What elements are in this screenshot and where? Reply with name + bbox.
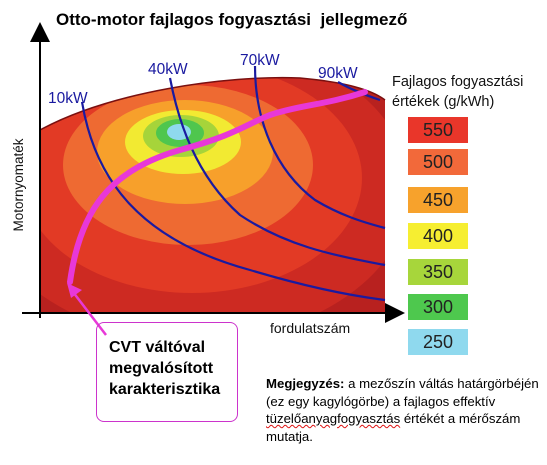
legend-title: Fajlagos fogyasztási értékek (g/kWh) xyxy=(392,74,524,110)
legend-swatch-500: 500 xyxy=(408,149,468,175)
note-body-1: a mezőszín váltás határgörbéjén (ez egy … xyxy=(266,376,539,409)
cvt-callout-line3: karakterisztika xyxy=(109,381,221,398)
label-10kw: 10kW xyxy=(48,90,88,107)
cvt-pointer-arrowhead xyxy=(67,283,82,298)
note-lead: Megjegyzés: xyxy=(266,376,345,391)
cvt-callout-box: CVT váltóval megvalósított karakteriszti… xyxy=(96,322,238,422)
note-body-2: tüzelőanyagfogyasztás xyxy=(266,411,401,426)
label-90kw: 90kW xyxy=(318,65,358,82)
x-axis-label: fordulatszám xyxy=(270,320,350,336)
note-text: Megjegyzés: a mezőszín váltás határgörbé… xyxy=(266,375,546,445)
legend-swatch-300: 300 xyxy=(408,294,468,320)
legend-swatch-400: 400 xyxy=(408,223,468,249)
power-curve-10kw xyxy=(80,101,386,302)
legend-swatch-350: 350 xyxy=(408,259,468,285)
diagram-title: Otto-motor fajlagos fogyasztási jellegme… xyxy=(56,10,408,29)
power-curve-70kw xyxy=(253,65,386,230)
cvt-callout-line1: CVT váltóval xyxy=(109,339,206,356)
legend-swatch-450: 450 xyxy=(408,187,468,213)
y-axis-label: Motornyomaték xyxy=(11,138,26,231)
cvt-curve xyxy=(67,89,368,285)
label-40kw: 40kW xyxy=(148,61,188,78)
legend-swatch-250: 250 xyxy=(408,329,468,355)
legend-swatch-550: 550 xyxy=(408,117,468,143)
note-body-3: értékét a mérőszám mutatja. xyxy=(266,411,521,444)
cvt-callout-line2: megvalósított xyxy=(109,360,214,377)
label-70kw: 70kW xyxy=(240,52,280,69)
power-curve-40kw xyxy=(168,77,386,267)
zone-250 xyxy=(167,124,191,140)
full-load-curve xyxy=(39,76,386,131)
